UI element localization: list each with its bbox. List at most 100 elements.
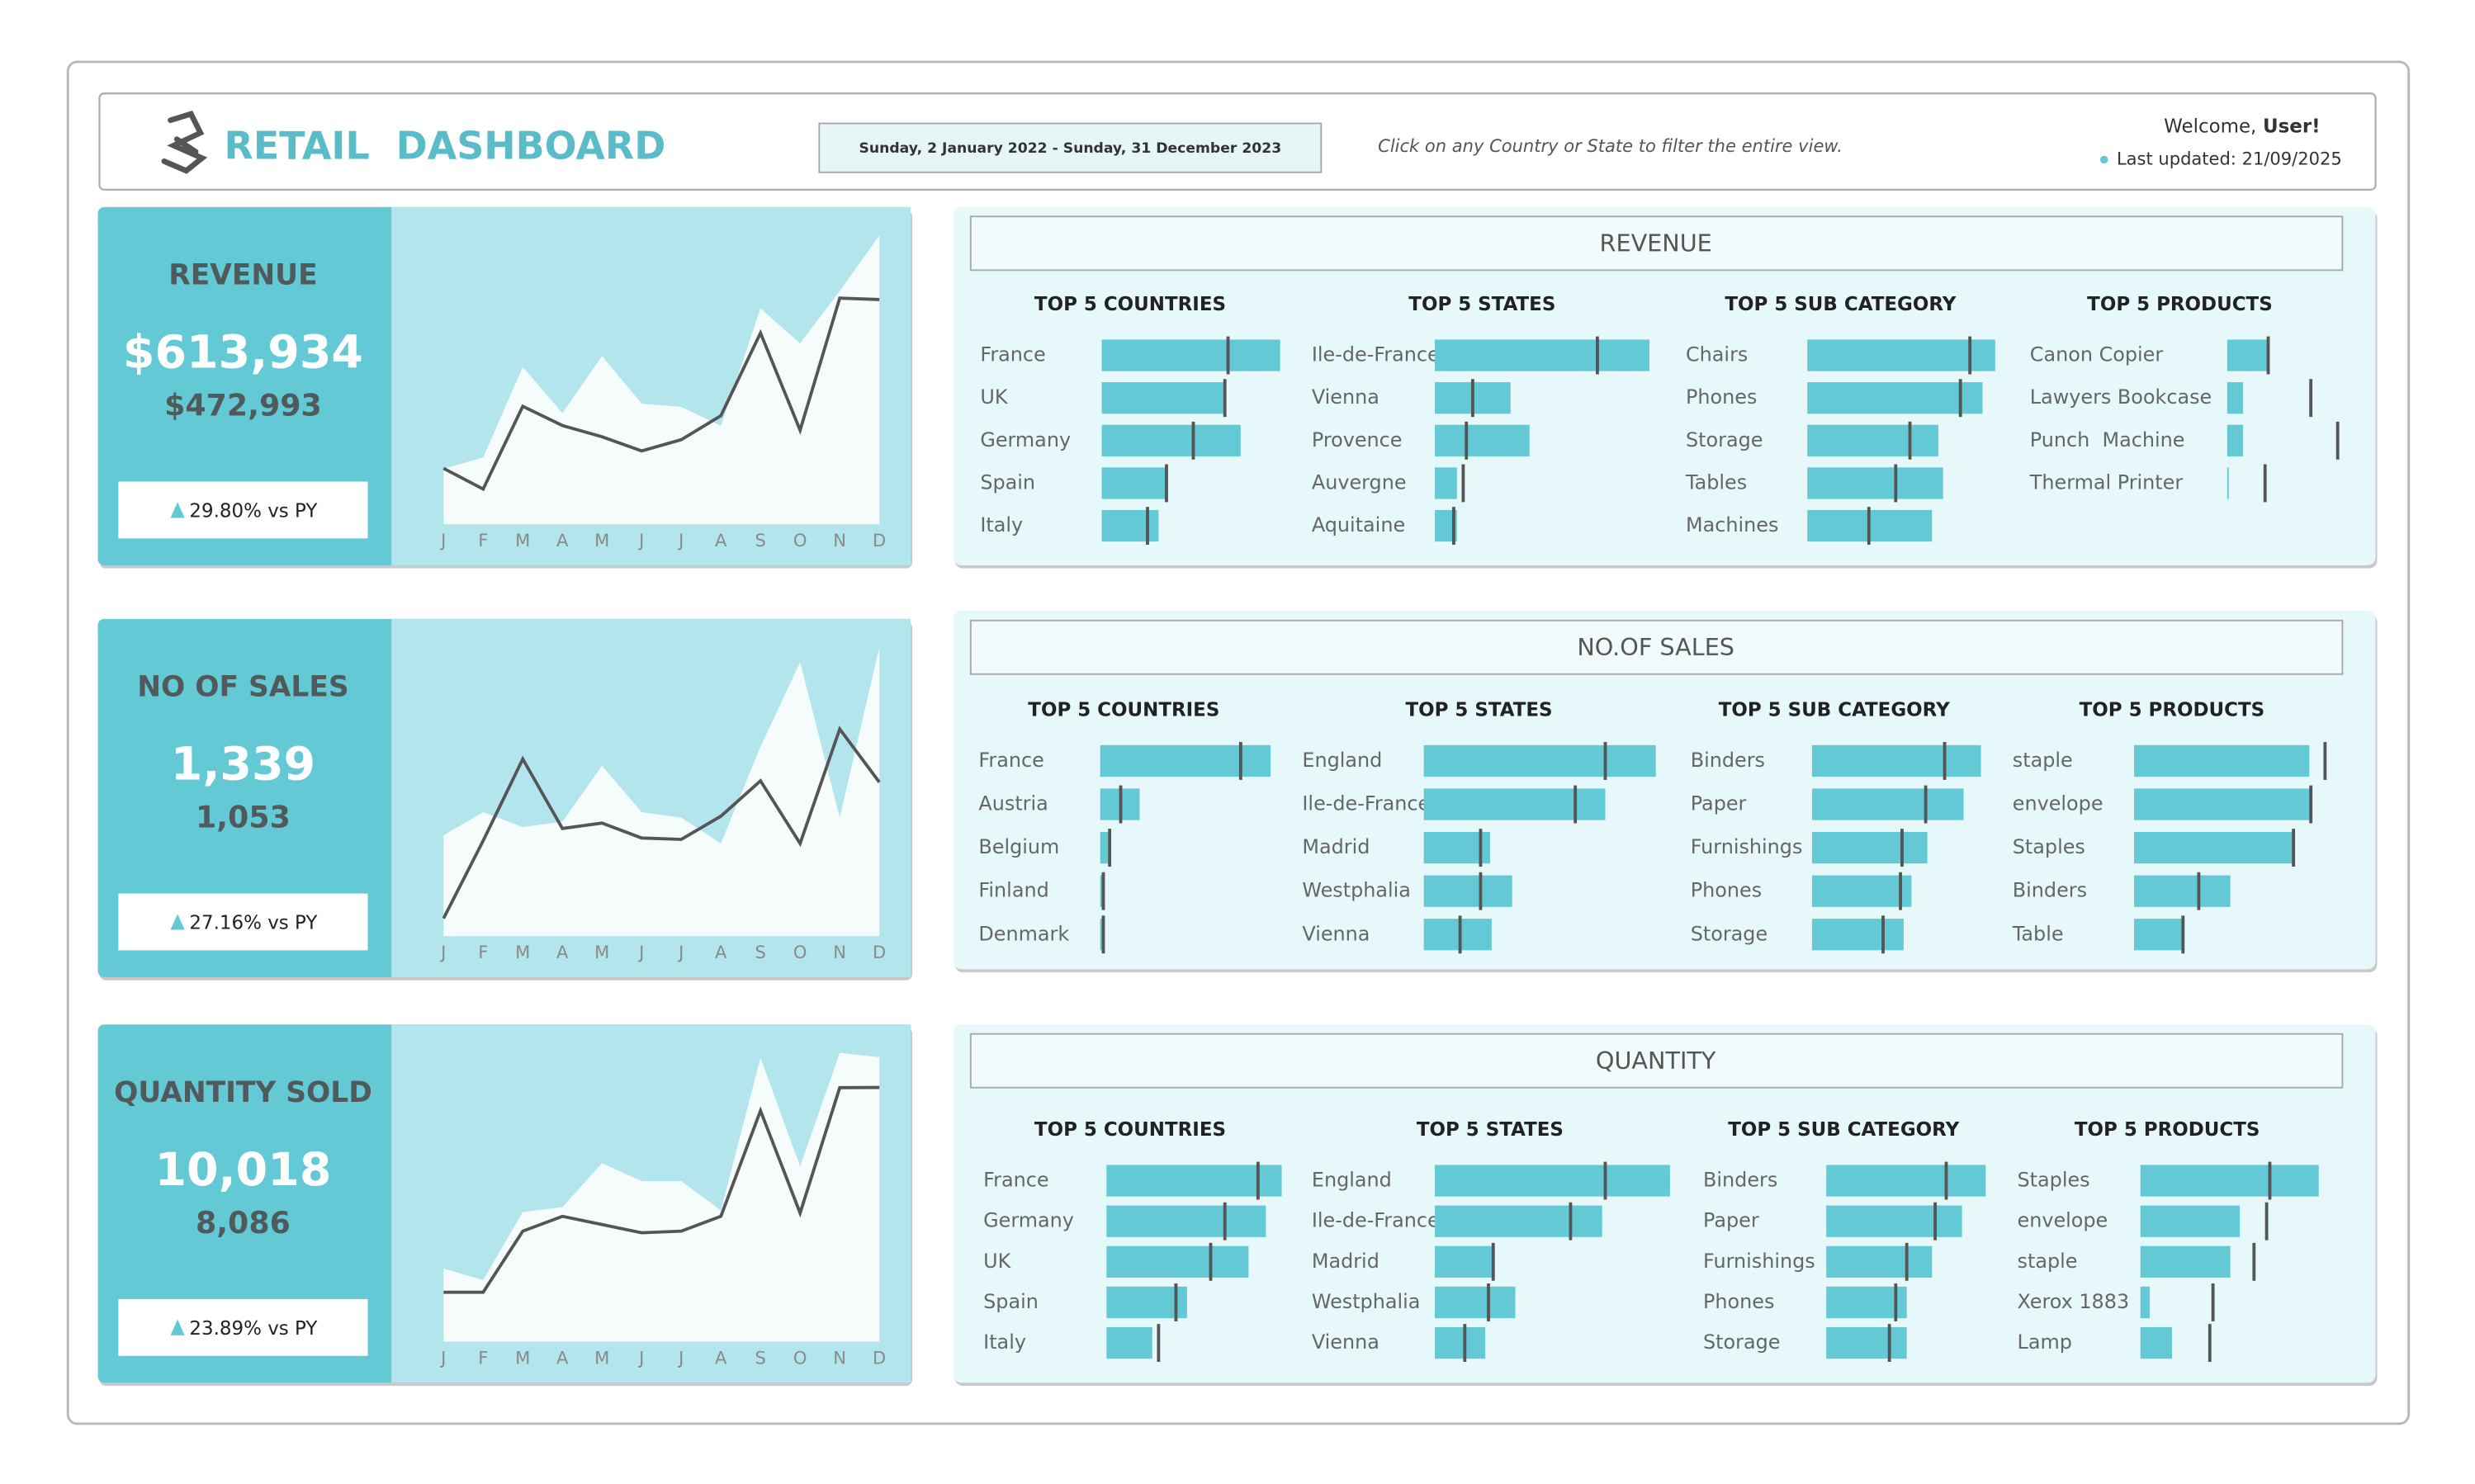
item-label[interactable]: Italy	[983, 1330, 1026, 1354]
item-label: staple	[2018, 1250, 2078, 1273]
item-label[interactable]: Finland	[978, 879, 1048, 902]
bar[interactable]	[1434, 1286, 1516, 1319]
item-label[interactable]: Westphalia	[1302, 879, 1411, 902]
group-title: TOP 5 PRODUCTS	[2080, 699, 2265, 721]
item-label[interactable]: Vienna	[1312, 1330, 1379, 1354]
bar[interactable]	[1434, 1165, 1670, 1197]
month-label: F	[478, 1348, 488, 1368]
item-label: Canon Copier	[2030, 343, 2164, 366]
welcome: Welcome, User!	[2164, 116, 2320, 137]
item-label[interactable]: Germany	[983, 1209, 1074, 1232]
bar[interactable]	[1423, 919, 1492, 951]
month-label: J	[677, 1348, 684, 1368]
bar[interactable]	[1106, 1286, 1187, 1319]
month-label: S	[755, 530, 766, 551]
item-label[interactable]: Auvergne	[1312, 470, 1407, 494]
item-label[interactable]: France	[983, 1169, 1048, 1192]
item-label[interactable]: Spain	[983, 1290, 1039, 1313]
item-label[interactable]: Spain	[980, 470, 1035, 494]
item-label: Phones	[1691, 879, 1762, 902]
item-label[interactable]: Germany	[980, 428, 1071, 451]
date-range[interactable]: Sunday, 2 January 2022 - Sunday, 31 Dece…	[859, 140, 1282, 157]
bar[interactable]	[1100, 744, 1271, 777]
bar[interactable]	[1434, 467, 1457, 499]
item-label[interactable]: Ile-de-France	[1312, 1209, 1440, 1232]
item-label[interactable]: Ile-de-France	[1312, 343, 1440, 366]
bar[interactable]	[1101, 382, 1225, 414]
bar[interactable]	[1423, 875, 1512, 907]
item-label[interactable]: France	[980, 343, 1045, 366]
user-name: User!	[2263, 116, 2321, 137]
bar[interactable]	[1423, 788, 1606, 820]
month-label: J	[677, 530, 684, 551]
item-label[interactable]: Madrid	[1312, 1250, 1379, 1273]
month-label: N	[833, 530, 846, 551]
instruction: Click on any Country or State to filter …	[1378, 135, 1843, 156]
line	[442, 725, 881, 919]
bar	[2227, 467, 2229, 499]
group-title: TOP 5 STATES	[1408, 294, 1555, 315]
bar[interactable]	[1106, 1165, 1282, 1197]
month-label: M	[594, 942, 609, 962]
bar	[1807, 339, 1995, 371]
item-label[interactable]: Madrid	[1302, 835, 1370, 858]
bar	[2134, 831, 2296, 864]
area	[443, 1052, 880, 1342]
bar[interactable]	[1101, 424, 1241, 456]
month-label: M	[515, 942, 530, 962]
month-label: O	[793, 942, 807, 962]
item-label: Paper	[1703, 1209, 1759, 1232]
bar[interactable]	[1423, 744, 1656, 777]
bar[interactable]	[1101, 509, 1159, 542]
item-label[interactable]: France	[978, 749, 1043, 772]
month-label: M	[594, 530, 609, 551]
item-label: Binders	[1691, 749, 1765, 772]
bar[interactable]	[1106, 1245, 1249, 1278]
area	[443, 235, 880, 525]
bar[interactable]	[1106, 1326, 1152, 1359]
item-label[interactable]: UK	[980, 385, 1008, 409]
item-label[interactable]: Vienna	[1302, 922, 1370, 945]
logo	[161, 110, 208, 174]
item-label[interactable]: England	[1312, 1169, 1392, 1192]
panel-title-box	[969, 1033, 2344, 1089]
item-label: envelope	[2013, 792, 2104, 815]
item-label: Thermal Printer	[2029, 470, 2184, 494]
item-label[interactable]: UK	[983, 1250, 1011, 1273]
dashboard-title: RETAIL DASHBOARD	[225, 124, 666, 168]
bar[interactable]	[1101, 339, 1280, 371]
panel-title: NO.OF SALES	[1577, 633, 1734, 661]
item-label[interactable]: Vienna	[1312, 385, 1379, 409]
month-label: A	[556, 530, 569, 551]
bar[interactable]	[1434, 339, 1650, 371]
kpi-title: QUANTITY SOLD	[114, 1076, 372, 1109]
bar[interactable]	[1434, 424, 1530, 456]
item-label[interactable]: Denmark	[978, 922, 1069, 945]
bar[interactable]	[1434, 1326, 1486, 1359]
group-title: TOP 5 SUB CATEGORY	[1725, 294, 1956, 315]
item-label[interactable]: Austria	[978, 792, 1048, 815]
item-label: Phones	[1703, 1290, 1774, 1313]
line	[442, 296, 880, 492]
up-triangle	[170, 914, 185, 930]
item-label[interactable]: England	[1302, 749, 1382, 772]
bar[interactable]	[1106, 1205, 1266, 1237]
item-label[interactable]: Westphalia	[1312, 1290, 1421, 1313]
bar[interactable]	[1434, 1245, 1495, 1278]
panel	[953, 611, 2376, 970]
group-title: TOP 5 COUNTRIES	[1028, 699, 1219, 721]
item-label: Furnishings	[1703, 1250, 1815, 1273]
bar[interactable]	[1100, 919, 1102, 951]
item-label: Storage	[1686, 428, 1763, 451]
up-triangle	[170, 1319, 185, 1335]
bar[interactable]	[1101, 467, 1168, 499]
kpi-previous: 8,086	[196, 1205, 291, 1241]
last-updated: Last updated: 21/09/2025	[2117, 148, 2342, 168]
item-label[interactable]: Belgium	[978, 835, 1059, 858]
date-range-box[interactable]	[818, 122, 1323, 173]
item-label[interactable]: Provence	[1312, 428, 1403, 451]
item-label[interactable]: Aquitaine	[1312, 513, 1405, 536]
bar[interactable]	[1434, 1205, 1602, 1237]
item-label[interactable]: Ile-de-France	[1302, 792, 1430, 815]
item-label[interactable]: Italy	[980, 513, 1023, 536]
